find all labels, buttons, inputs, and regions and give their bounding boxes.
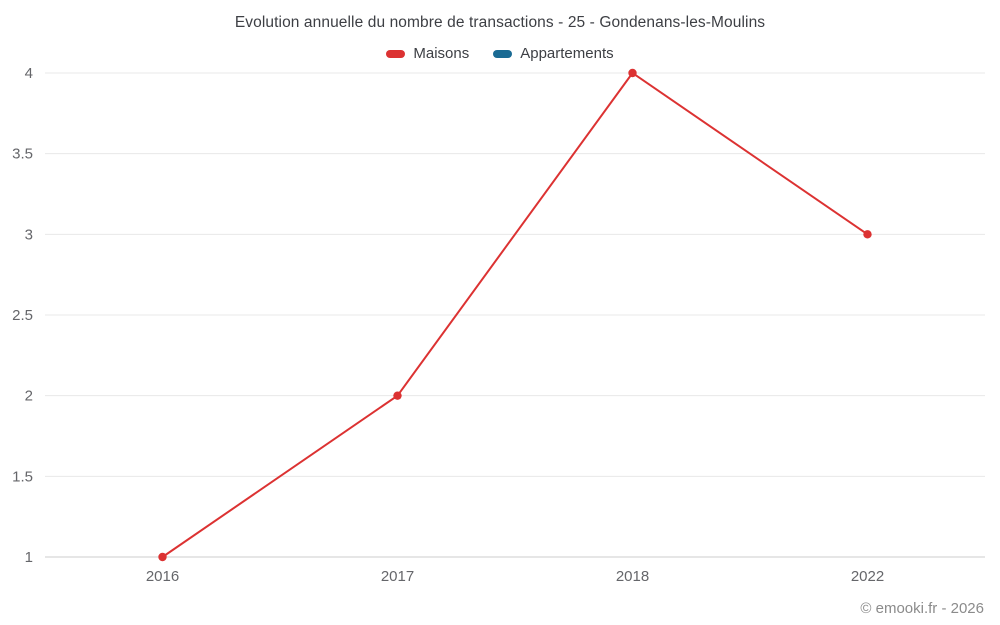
chart-legend: Maisons Appartements <box>0 45 1000 62</box>
legend-item-appartements[interactable]: Appartements <box>493 45 614 62</box>
svg-text:3: 3 <box>25 226 33 243</box>
svg-text:2016: 2016 <box>146 568 179 585</box>
legend-swatch-maisons <box>386 49 406 58</box>
svg-text:1: 1 <box>25 549 33 566</box>
legend-item-maisons[interactable]: Maisons <box>386 45 469 62</box>
svg-text:1.5: 1.5 <box>12 468 33 485</box>
svg-text:2017: 2017 <box>381 568 414 585</box>
svg-text:3.5: 3.5 <box>12 146 33 163</box>
svg-text:2018: 2018 <box>616 568 649 585</box>
legend-swatch-appartements <box>493 49 513 58</box>
legend-label: Appartements <box>520 45 614 62</box>
chart-title: Evolution annuelle du nombre de transact… <box>234 14 766 31</box>
copyright-footer: © emooki.fr - 2026 <box>860 600 984 617</box>
svg-text:4: 4 <box>25 65 33 82</box>
svg-text:2.5: 2.5 <box>12 307 33 324</box>
svg-text:2: 2 <box>25 388 33 405</box>
svg-text:2022: 2022 <box>851 568 884 585</box>
legend-label: Maisons <box>413 45 470 62</box>
